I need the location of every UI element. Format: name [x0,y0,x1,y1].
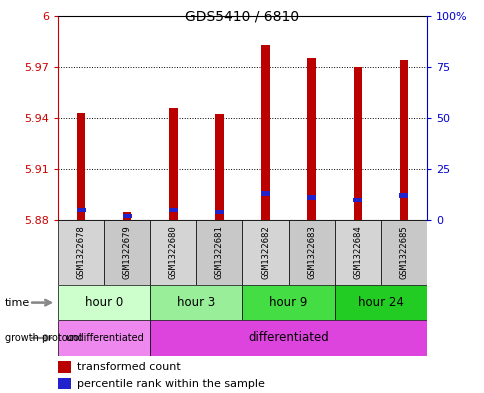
Text: hour 24: hour 24 [357,296,403,309]
Text: GSM1322678: GSM1322678 [76,226,86,279]
Bar [242,220,288,285]
Bar [104,220,150,285]
Bar [261,45,269,220]
Text: undifferentiated: undifferentiated [65,333,143,343]
Text: time: time [5,298,30,308]
Bar [260,191,270,196]
Text: GSM1322685: GSM1322685 [398,226,408,279]
Bar [306,195,316,200]
Bar [58,285,150,320]
Text: hour 3: hour 3 [177,296,215,309]
Text: GSM1322684: GSM1322684 [352,226,362,279]
Bar [150,285,242,320]
Bar [123,211,131,220]
Bar [196,220,242,285]
Bar [77,113,85,220]
Bar [334,285,426,320]
Bar [150,320,426,356]
Bar [215,114,223,220]
Bar [150,220,196,285]
Text: GSM1322681: GSM1322681 [214,226,224,279]
Text: transformed count: transformed count [76,362,180,372]
Bar [380,220,426,285]
Text: hour 9: hour 9 [269,296,307,309]
Bar [58,220,104,285]
Bar [307,58,315,220]
Bar [168,208,178,212]
Bar [58,378,71,389]
Bar [398,193,408,198]
Bar [169,108,177,220]
Bar [352,198,362,202]
Bar [76,208,86,212]
Bar [58,320,150,356]
Bar [122,214,132,218]
Bar [288,220,334,285]
Text: hour 0: hour 0 [85,296,123,309]
Text: growth protocol: growth protocol [5,333,81,343]
Text: differentiated: differentiated [248,331,328,345]
Bar [399,60,407,220]
Text: GDS5410 / 6810: GDS5410 / 6810 [185,10,299,24]
Text: percentile rank within the sample: percentile rank within the sample [76,379,264,389]
Bar [242,285,334,320]
Text: GSM1322683: GSM1322683 [306,226,316,279]
Bar [353,67,361,220]
Text: GSM1322680: GSM1322680 [168,226,178,279]
Bar [214,210,224,214]
Text: GSM1322679: GSM1322679 [122,226,132,279]
Bar [58,361,71,373]
Bar [334,220,380,285]
Text: GSM1322682: GSM1322682 [260,226,270,279]
